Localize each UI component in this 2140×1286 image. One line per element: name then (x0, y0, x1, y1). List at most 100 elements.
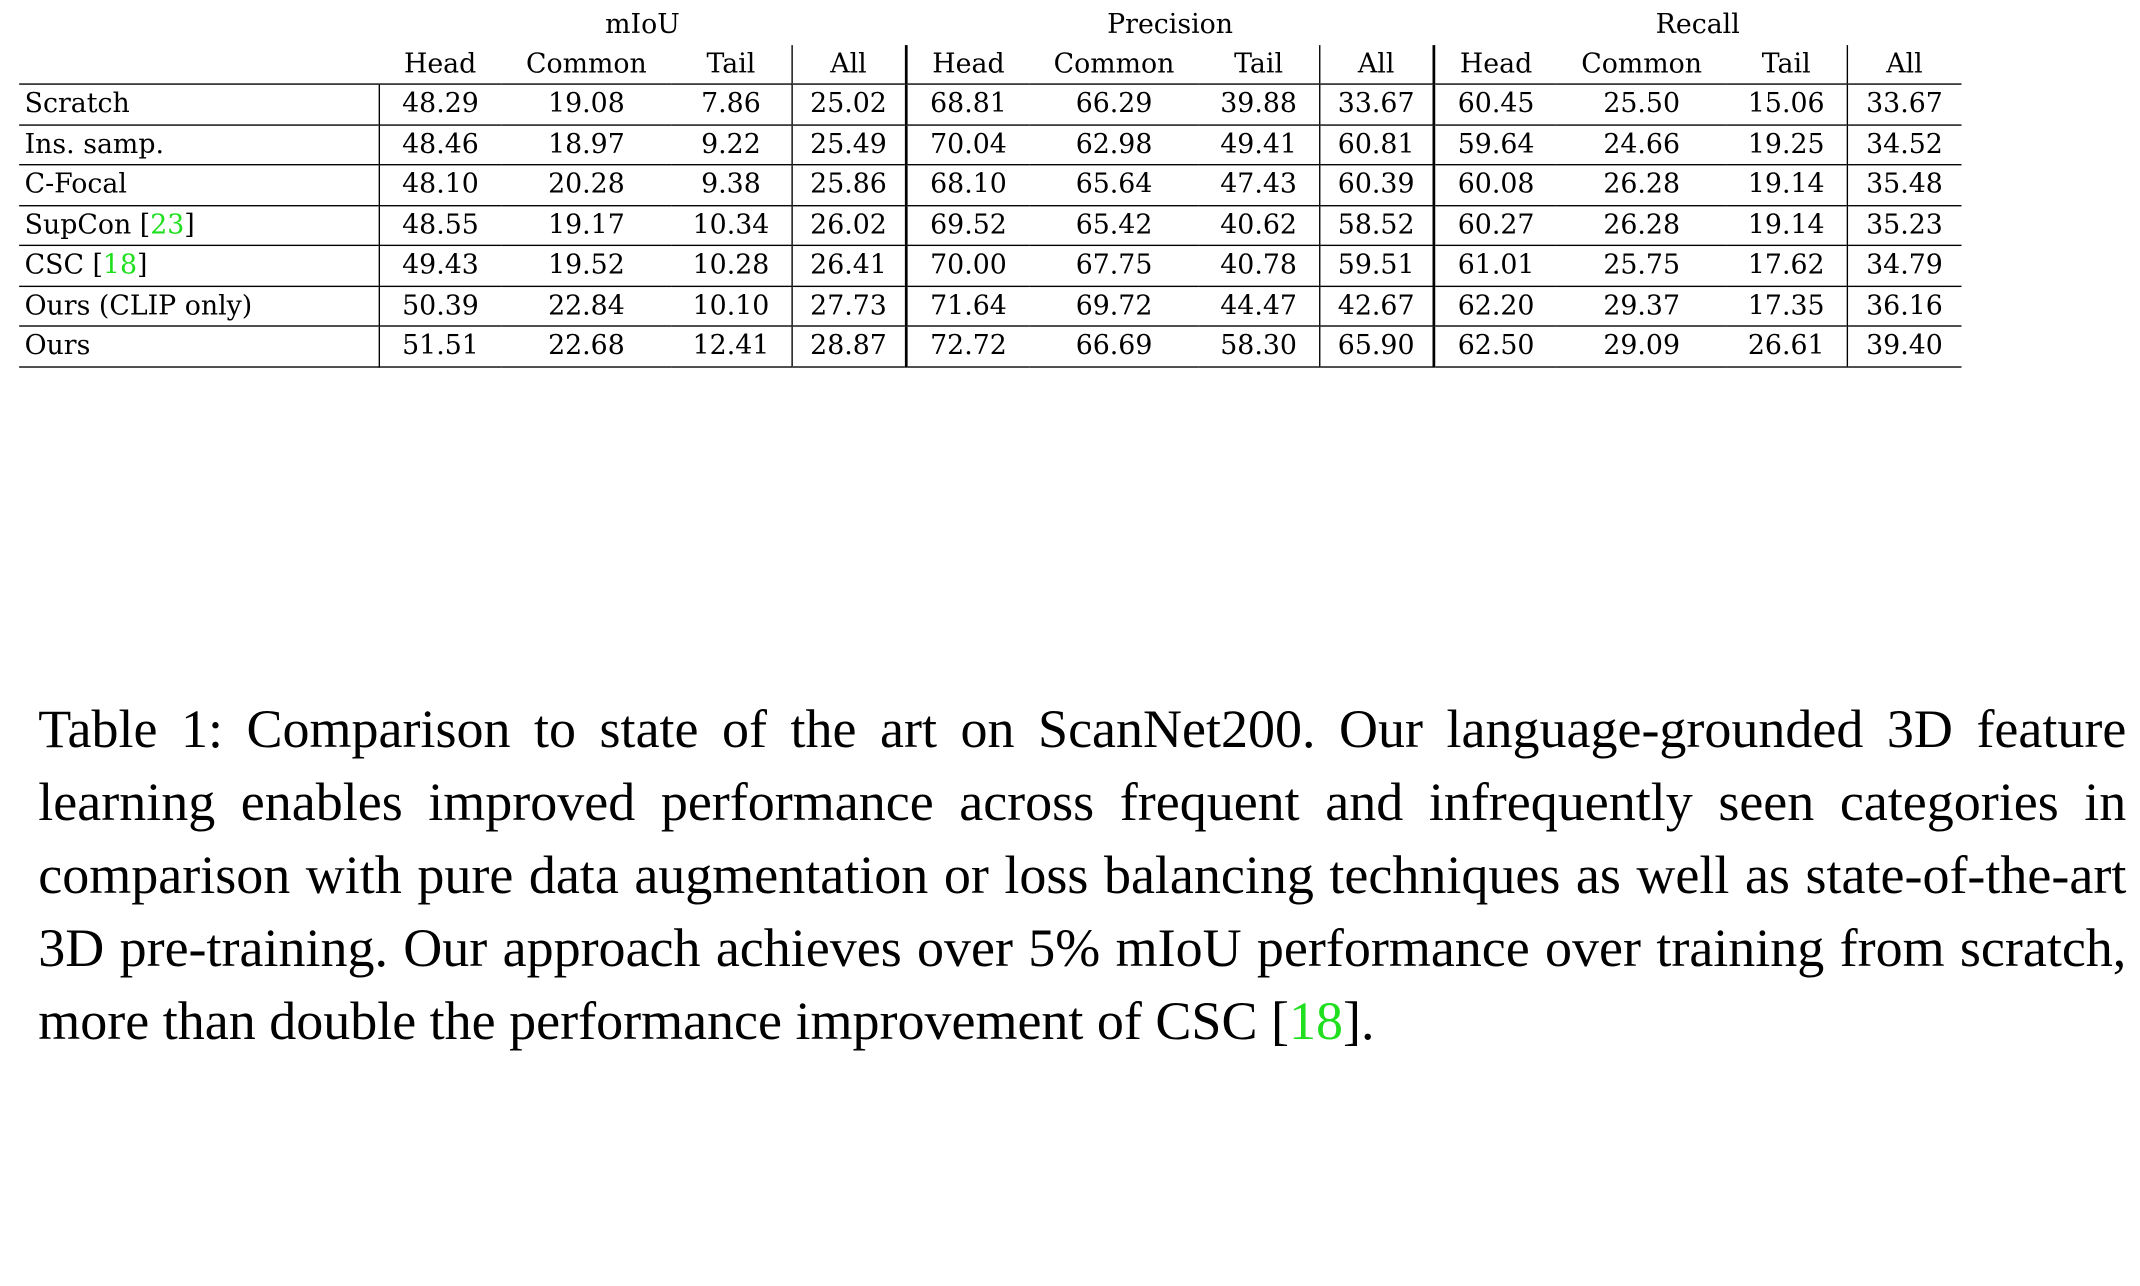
value-cell: 59.51 (1318, 244, 1434, 286)
caption-citation-link[interactable]: 18 (1288, 991, 1343, 1052)
value-cell: 35.48 (1846, 164, 1962, 206)
subheader-cell: Head (1432, 44, 1557, 85)
value-cell: 34.79 (1846, 244, 1962, 286)
value-cell: 26.28 (1556, 204, 1727, 246)
value-cell: 69.52 (904, 204, 1030, 246)
value-cell: 65.42 (1029, 204, 1199, 246)
value-cell: 7.86 (671, 83, 792, 125)
value-cell: 19.25 (1726, 123, 1847, 165)
method-cell: Ours (CLIP only) (19, 285, 380, 327)
caption-text: Table 1: Comparison to state of the art … (38, 699, 2127, 1052)
value-cell: 48.29 (378, 83, 502, 125)
value-cell: 39.88 (1198, 83, 1320, 125)
table-row: C-Focal 48.10 20.28 9.38 25.86 68.10 65.64 47.4… (19, 164, 1962, 206)
method-cell: Ours (19, 325, 380, 368)
corner-cell (19, 5, 378, 44)
subheader-cell: All (1846, 44, 1962, 85)
citation-link[interactable]: 18 (102, 248, 138, 281)
value-cell: 65.64 (1029, 164, 1199, 206)
value-cell: 62.98 (1029, 123, 1199, 165)
value-cell: 62.50 (1432, 325, 1557, 368)
value-cell: 49.43 (378, 244, 502, 286)
value-cell: 60.39 (1318, 164, 1434, 206)
value-cell: 10.34 (671, 204, 792, 246)
value-cell: 34.52 (1846, 123, 1962, 165)
table-row: Ins. samp. 48.46 18.97 9.22 25.49 70.04 62.98 4… (19, 123, 1962, 165)
value-cell: 36.16 (1846, 285, 1962, 327)
results-table: mIoU Precision Recall Head Common Tail A… (19, 5, 1962, 368)
table-row: Scratch 48.29 19.08 7.86 25.02 68.81 66.29 39.8… (19, 83, 1962, 125)
method-header-cell (19, 44, 379, 85)
value-cell: 10.10 (671, 285, 792, 327)
method-name: C-Focal (24, 168, 127, 200)
subheader-cell: Head (904, 44, 1030, 85)
table-row: SupCon [23] 48.55 19.17 10.34 26.02 69.52 65.4… (19, 204, 1962, 246)
value-cell: 58.30 (1198, 325, 1320, 368)
value-cell: 17.62 (1726, 244, 1847, 286)
value-cell: 44.47 (1198, 285, 1320, 327)
method-cell: Ins. samp. (19, 123, 380, 165)
value-cell: 26.28 (1556, 164, 1727, 206)
subheader-cell: All (1318, 44, 1434, 85)
value-cell: 28.87 (790, 325, 907, 368)
value-cell: 50.39 (378, 285, 502, 327)
value-cell: 22.68 (501, 325, 672, 368)
value-cell: 71.64 (904, 285, 1030, 327)
value-cell: 10.28 (671, 244, 792, 286)
value-cell: 25.49 (790, 123, 907, 165)
value-cell: 18.97 (501, 123, 672, 165)
value-cell: 70.04 (904, 123, 1030, 165)
value-cell: 19.14 (1726, 204, 1847, 246)
method-cell: Scratch (19, 83, 380, 125)
method-name: Ours (24, 329, 91, 361)
value-cell: 66.69 (1029, 325, 1199, 368)
value-cell: 20.28 (501, 164, 672, 206)
value-cell: 35.23 (1846, 204, 1962, 246)
value-cell: 26.61 (1726, 325, 1847, 368)
value-cell: 25.02 (790, 83, 907, 125)
results-table-body: Scratch 48.29 19.08 7.86 25.02 68.81 66.29 39.8… (19, 83, 1962, 368)
group-header-row: mIoU Precision Recall (19, 5, 1961, 44)
table-row: Ours 51.51 22.68 12.41 28.87 72.72 66.69 58.30 6… (19, 325, 1962, 368)
value-cell: 40.78 (1198, 244, 1320, 286)
value-cell: 60.27 (1432, 204, 1557, 246)
method-name: SupCon (24, 208, 132, 240)
table-row: Ours (CLIP only) 50.39 22.84 10.10 27.73 71.6… (19, 285, 1962, 327)
value-cell: 61.01 (1432, 244, 1557, 286)
value-cell: 17.35 (1726, 285, 1847, 327)
value-cell: 29.37 (1556, 285, 1727, 327)
value-cell: 19.14 (1726, 164, 1847, 206)
value-cell: 29.09 (1556, 325, 1727, 368)
value-cell: 33.67 (1318, 83, 1434, 125)
method-cell: SupCon [23] (19, 204, 380, 246)
method-name: CSC (24, 248, 84, 281)
value-cell: 59.64 (1432, 123, 1557, 165)
value-cell: 12.41 (671, 325, 792, 368)
value-cell: 48.10 (378, 164, 502, 206)
value-cell: 40.62 (1198, 204, 1320, 246)
value-cell: 65.90 (1318, 325, 1434, 368)
value-cell: 15.06 (1726, 83, 1847, 125)
method-name: Ins. samp. (24, 127, 164, 160)
value-cell: 25.86 (790, 164, 907, 206)
value-cell: 26.41 (790, 244, 907, 286)
value-cell: 9.38 (671, 164, 792, 206)
table-caption: Table 1: Comparison to state of the art … (38, 693, 2126, 1058)
value-cell: 67.75 (1029, 244, 1199, 286)
value-cell: 27.73 (790, 285, 907, 327)
value-cell: 70.00 (904, 244, 1030, 286)
value-cell: 39.40 (1846, 325, 1962, 368)
value-cell: 60.08 (1432, 164, 1557, 206)
value-cell: 60.81 (1318, 123, 1434, 165)
subheader-cell: Tail (1198, 44, 1320, 85)
method-cell: C-Focal (19, 164, 380, 206)
value-cell: 48.46 (378, 123, 502, 165)
citation-link[interactable]: 23 (150, 208, 185, 240)
value-cell: 58.52 (1318, 204, 1434, 246)
value-cell: 72.72 (904, 325, 1030, 368)
value-cell: 42.67 (1318, 285, 1434, 327)
subheader-cell: All (790, 44, 907, 85)
subheader-row: Head Common Tail All Head Common Tail Al… (19, 44, 1962, 85)
value-cell: 49.41 (1198, 123, 1320, 165)
